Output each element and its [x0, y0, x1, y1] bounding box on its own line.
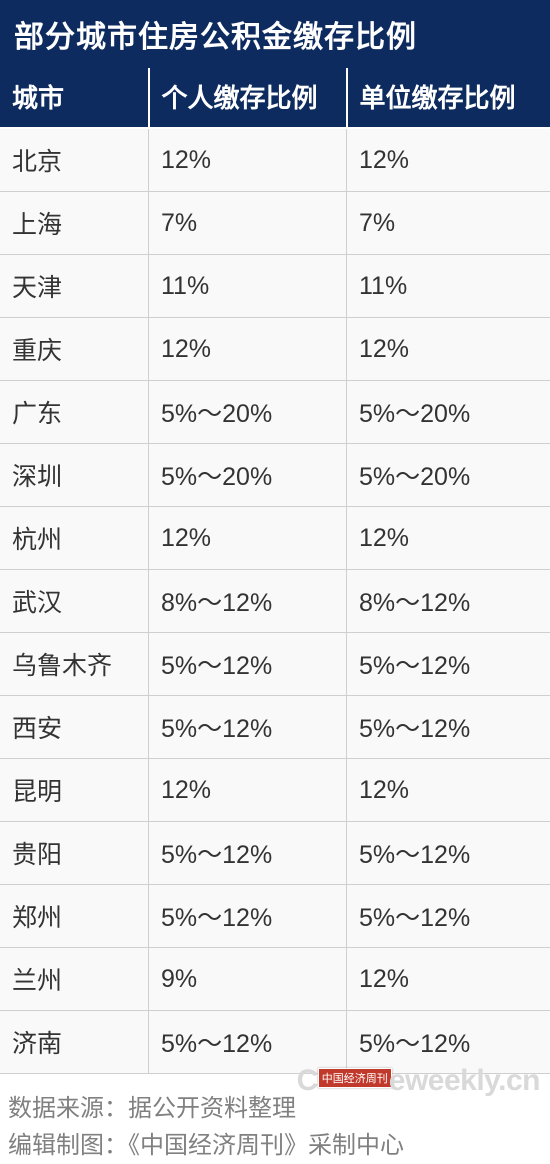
table-row: 郑州5%～12%5%～12% — [0, 885, 550, 948]
cell-unit: 8%～12% — [347, 570, 550, 633]
cell-city: 兰州 — [0, 948, 149, 1011]
cell-city: 昆明 — [0, 759, 149, 822]
table-row: 杭州12%12% — [0, 507, 550, 570]
cell-city: 重庆 — [0, 318, 149, 381]
cell-city: 西安 — [0, 696, 149, 759]
table-row: 天津11%11% — [0, 255, 550, 318]
footer-credit: 编辑制图：《中国经济周刊》采制中心 — [8, 1127, 542, 1164]
page-title: 部分城市住房公积金缴存比例 — [0, 0, 550, 68]
cell-city: 上海 — [0, 192, 149, 255]
table-header-row: 城市 个人缴存比例 单位缴存比例 — [0, 68, 550, 128]
cell-city: 天津 — [0, 255, 149, 318]
cell-city: 贵阳 — [0, 822, 149, 885]
col-header-unit: 单位缴存比例 — [347, 68, 550, 128]
table-row: 西安5%～12%5%～12% — [0, 696, 550, 759]
table-row: 贵阳5%～12%5%～12% — [0, 822, 550, 885]
cell-unit: 12% — [347, 128, 550, 192]
cell-unit: 5%～12% — [347, 633, 550, 696]
cell-city: 广东 — [0, 381, 149, 444]
cell-unit: 7% — [347, 192, 550, 255]
cell-personal: 5%～20% — [149, 444, 347, 507]
ratio-table: 城市 个人缴存比例 单位缴存比例 北京12%12%上海7%7%天津11%11%重… — [0, 68, 550, 1074]
watermark-text: eweekly — [389, 1064, 498, 1097]
cell-unit: 5%～20% — [347, 381, 550, 444]
table-row: 重庆12%12% — [0, 318, 550, 381]
cell-personal: 12% — [149, 507, 347, 570]
col-header-city: 城市 — [0, 68, 149, 128]
watermark-tag: 中国经济周刊 — [318, 1068, 392, 1088]
cell-personal: 12% — [149, 318, 347, 381]
cell-city: 武汉 — [0, 570, 149, 633]
cell-personal: 11% — [149, 255, 347, 318]
watermark-suffix: .cn — [498, 1064, 540, 1097]
cell-unit: 5%～12% — [347, 822, 550, 885]
cell-personal: 12% — [149, 759, 347, 822]
cell-personal: 5%～12% — [149, 822, 347, 885]
cell-city: 郑州 — [0, 885, 149, 948]
col-header-personal: 个人缴存比例 — [149, 68, 347, 128]
cell-unit: 5%～12% — [347, 885, 550, 948]
cell-unit: 5%～12% — [347, 696, 550, 759]
table-row: 深圳5%～20%5%～20% — [0, 444, 550, 507]
table-body: 北京12%12%上海7%7%天津11%11%重庆12%12%广东5%～20%5%… — [0, 128, 550, 1074]
cell-personal: 7% — [149, 192, 347, 255]
cell-unit: 12% — [347, 759, 550, 822]
table-row: 广东5%～20%5%～20% — [0, 381, 550, 444]
table-row: 上海7%7% — [0, 192, 550, 255]
cell-unit: 12% — [347, 948, 550, 1011]
cell-personal: 5%～12% — [149, 633, 347, 696]
table-container: 部分城市住房公积金缴存比例 城市 个人缴存比例 单位缴存比例 北京12%12%上… — [0, 0, 550, 1164]
cell-city: 乌鲁木齐 — [0, 633, 149, 696]
cell-personal: 8%～12% — [149, 570, 347, 633]
cell-city: 济南 — [0, 1011, 149, 1074]
cell-unit: 11% — [347, 255, 550, 318]
cell-city: 北京 — [0, 128, 149, 192]
watermark: C中国经济周刊eweekly.cn — [297, 1064, 540, 1098]
table-row: 兰州9%12% — [0, 948, 550, 1011]
cell-personal: 5%～12% — [149, 696, 347, 759]
cell-unit: 12% — [347, 507, 550, 570]
table-row: 乌鲁木齐5%～12%5%～12% — [0, 633, 550, 696]
cell-city: 深圳 — [0, 444, 149, 507]
cell-personal: 5%～12% — [149, 885, 347, 948]
cell-personal: 5%～20% — [149, 381, 347, 444]
cell-personal: 12% — [149, 128, 347, 192]
cell-personal: 9% — [149, 948, 347, 1011]
table-row: 武汉8%～12%8%～12% — [0, 570, 550, 633]
cell-city: 杭州 — [0, 507, 149, 570]
table-row: 北京12%12% — [0, 128, 550, 192]
table-row: 昆明12%12% — [0, 759, 550, 822]
watermark-letter: C — [297, 1064, 318, 1097]
cell-unit: 12% — [347, 318, 550, 381]
cell-unit: 5%～20% — [347, 444, 550, 507]
